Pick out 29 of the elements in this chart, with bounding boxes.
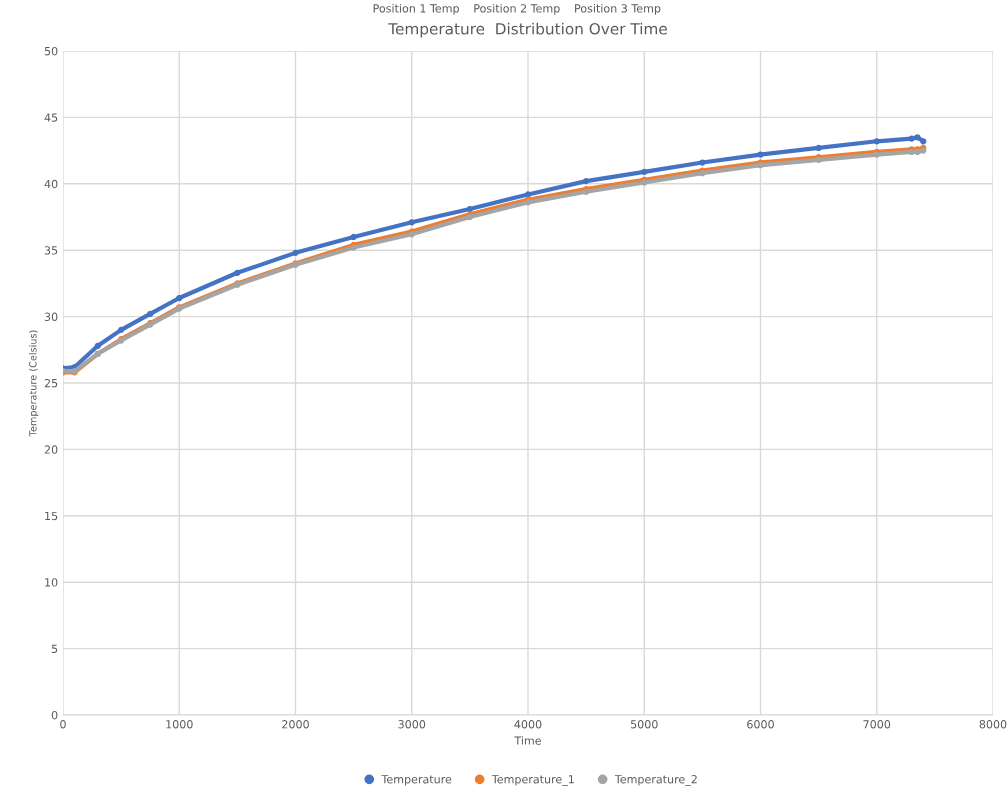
x-tick-label: 2000 — [282, 720, 309, 729]
y-tick-label: 40 — [44, 179, 58, 189]
legend-label: Temperature — [381, 775, 452, 786]
x-tick-label: 7000 — [863, 720, 891, 729]
text: Position 2 Temp — [474, 3, 560, 15]
y-tick-label: 20 — [44, 445, 58, 454]
x-tick-label: 0 — [60, 720, 66, 729]
text: Position 1 Temp — [373, 3, 459, 15]
x-tick-label: 1000 — [166, 720, 193, 729]
y-tick-label: 30 — [44, 312, 58, 321]
legend-label: Temperature_1 — [491, 775, 574, 786]
legend-label: Temperature_2 — [614, 775, 697, 786]
x-tick-label: 3000 — [398, 720, 426, 729]
y-axis-title: Temperature (Celsius) — [29, 330, 39, 437]
y-tick-label: 35 — [44, 246, 58, 255]
chart-title: Temperature Distribution Over Time — [388, 22, 667, 38]
y-tick-label: 0 — [51, 710, 58, 720]
y-tick-label: 45 — [44, 113, 58, 122]
y-tick-label: 25 — [44, 378, 58, 388]
text: Position 3 Temp — [575, 3, 661, 15]
x-tick-label: 4000 — [514, 720, 542, 729]
y-tick-label: 50 — [44, 46, 58, 56]
y-tick-label: 15 — [45, 511, 58, 521]
x-tick-label: 5000 — [630, 720, 658, 729]
x-tick-label: 8000 — [979, 720, 1007, 729]
y-tick-label: 10 — [45, 578, 58, 587]
x-tick-label: 6000 — [747, 720, 774, 729]
x-axis-title: Time — [514, 736, 541, 745]
y-tick-label: 5 — [51, 644, 58, 653]
